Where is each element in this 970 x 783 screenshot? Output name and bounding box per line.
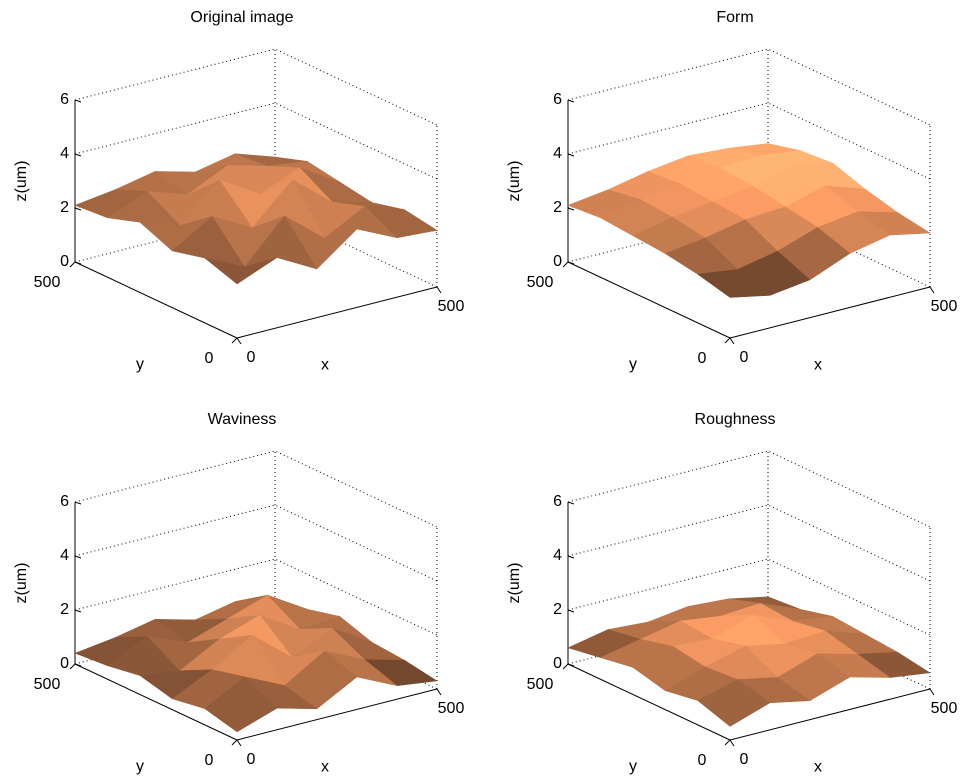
y-tick [725, 740, 730, 745]
z-tick-label: 0 [60, 655, 69, 672]
z-tick-label: 4 [60, 145, 69, 162]
y-tick-label: 0 [698, 752, 707, 769]
y-tick [725, 338, 730, 343]
z-tick [568, 502, 574, 504]
grid-line [75, 49, 437, 125]
x-tick-label: 500 [931, 298, 958, 315]
z-tick [568, 154, 574, 156]
x-axis-label: x [321, 759, 329, 776]
chart-title: Form [716, 9, 753, 26]
z-axis-label: z(um) [13, 161, 30, 202]
z-tick [568, 100, 574, 102]
y-tick [563, 262, 568, 267]
x-tick [237, 740, 241, 746]
z-tick-label: 6 [553, 493, 562, 510]
chart-title: Roughness [695, 411, 776, 428]
y-axis-label: y [136, 758, 144, 775]
z-tick [75, 610, 81, 612]
x-tick [930, 689, 934, 695]
x-tick-label: 500 [438, 298, 465, 315]
z-axis-label: z(um) [506, 563, 523, 604]
x-axis-label: x [321, 357, 329, 374]
x-tick [437, 689, 441, 695]
y-tick [70, 262, 75, 267]
x-tick [930, 287, 934, 293]
y-axis [75, 262, 237, 338]
chart-title: Original image [190, 9, 293, 26]
y-tick [70, 664, 75, 669]
y-tick [232, 740, 237, 745]
y-tick-label: 0 [698, 350, 707, 367]
z-tick-label: 6 [60, 91, 69, 108]
y-axis-label: y [136, 356, 144, 373]
z-tick-label: 2 [553, 199, 562, 216]
chart-title: Waviness [208, 411, 277, 428]
x-tick [730, 338, 734, 344]
z-axis-label: z(um) [506, 161, 523, 202]
z-tick [75, 100, 81, 102]
y-tick-label: 0 [205, 350, 214, 367]
grid-line [568, 505, 930, 581]
z-tick-label: 6 [60, 493, 69, 510]
z-tick-label: 4 [60, 547, 69, 564]
figure: Original image 0 2 4 6 0 500 0 500 x y z(um) Form 0 2 4… [0, 0, 970, 783]
z-tick [75, 208, 81, 210]
grid-line [75, 505, 437, 581]
x-tick-label: 500 [931, 700, 958, 717]
x-tick [237, 338, 241, 344]
x-tick-label: 0 [247, 751, 256, 768]
z-tick [568, 556, 574, 558]
z-tick [75, 556, 81, 558]
z-tick-label: 4 [553, 547, 562, 564]
y-tick-label: 500 [527, 676, 554, 693]
z-axis-label: z(um) [13, 563, 30, 604]
y-tick-label: 500 [34, 274, 61, 291]
x-tick [730, 740, 734, 746]
x-tick-label: 0 [740, 751, 749, 768]
z-tick-label: 2 [60, 199, 69, 216]
z-tick-label: 2 [553, 601, 562, 618]
grid-line [75, 451, 437, 527]
y-axis-label: y [629, 758, 637, 775]
x-tick [437, 287, 441, 293]
y-axis-label: y [629, 356, 637, 373]
x-axis [237, 287, 437, 338]
y-tick-label: 0 [205, 752, 214, 769]
z-tick-label: 6 [553, 91, 562, 108]
y-tick [563, 664, 568, 669]
z-tick-label: 0 [553, 253, 562, 270]
z-tick-label: 0 [60, 253, 69, 270]
z-tick [75, 502, 81, 504]
z-tick [568, 208, 574, 210]
x-tick-label: 500 [438, 700, 465, 717]
z-tick [75, 154, 81, 156]
grid-line [568, 49, 930, 125]
z-tick-label: 4 [553, 145, 562, 162]
z-tick [568, 610, 574, 612]
z-tick-label: 2 [60, 601, 69, 618]
z-tick-label: 0 [553, 655, 562, 672]
y-tick [232, 338, 237, 343]
grid-line [568, 451, 930, 527]
x-tick-label: 0 [740, 349, 749, 366]
x-axis-label: x [814, 357, 822, 374]
y-tick-label: 500 [34, 676, 61, 693]
y-tick-label: 500 [527, 274, 554, 291]
x-axis-label: x [814, 759, 822, 776]
x-tick-label: 0 [247, 349, 256, 366]
